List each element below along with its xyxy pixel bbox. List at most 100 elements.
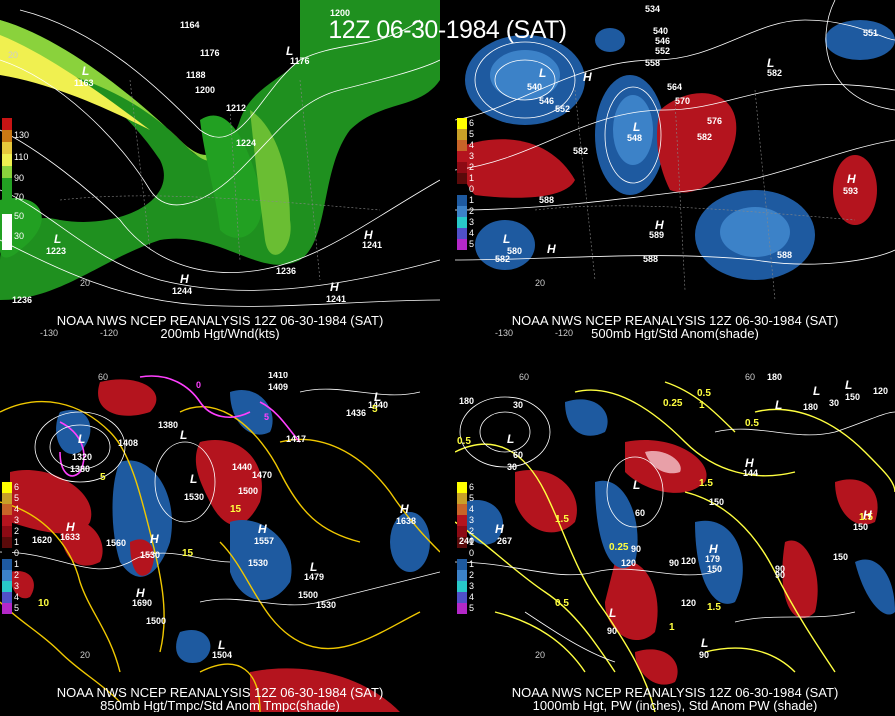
- pw-label: 1.5: [859, 512, 873, 523]
- contour-label: 1440: [232, 462, 253, 472]
- low-marker: L: [633, 478, 641, 492]
- contour-label: 1164: [180, 20, 200, 30]
- pw-label: 0.25: [609, 542, 629, 553]
- panel-caption: NOAA NWS NCEP REANALYSIS 12Z 06-30-1984 …: [511, 313, 839, 328]
- contour-label: 90: [699, 650, 710, 660]
- contour-label: 1530: [316, 600, 337, 610]
- legend-label: 1: [14, 559, 20, 569]
- contour-label: 540: [527, 82, 543, 92]
- legend-label: 3: [14, 581, 20, 591]
- low-marker: L: [503, 232, 511, 246]
- contour-label: 1633: [60, 532, 81, 542]
- contour-label: 1408: [118, 438, 139, 448]
- latitude-label: 20: [80, 278, 91, 288]
- longitude-label: -120: [100, 328, 119, 338]
- legend-label: 6: [469, 482, 475, 492]
- contour-label: 540: [653, 26, 669, 36]
- legend-label: 5: [469, 129, 475, 139]
- legend-label: 3: [469, 581, 475, 591]
- contour-label: 120: [681, 598, 697, 608]
- low-marker: L: [78, 432, 86, 446]
- anomaly-legend: [2, 482, 14, 614]
- contour-label: 1176: [200, 48, 220, 58]
- legend-label: 5: [14, 493, 20, 503]
- high-marker: H: [364, 228, 373, 242]
- low-marker: L: [54, 232, 62, 246]
- longitude-label: -130: [495, 328, 514, 338]
- panel-caption: NOAA NWS NCEP REANALYSIS 12Z 06-30-1984 …: [56, 685, 384, 700]
- contour-label: 180: [803, 402, 819, 412]
- legend-label: 1: [469, 537, 475, 547]
- contour-label: 150: [853, 522, 869, 532]
- legend-label: 110: [14, 152, 29, 162]
- legend-label: 3: [469, 151, 475, 161]
- latitude-label: 20: [80, 650, 91, 660]
- legend-label: 2: [469, 526, 475, 536]
- legend-label: 6: [469, 118, 475, 128]
- legend-label: 1: [469, 195, 475, 205]
- contour-label: 180: [459, 396, 475, 406]
- contour-label: 150: [709, 497, 725, 507]
- low-marker: L: [374, 390, 382, 404]
- legend-label: 3: [14, 515, 20, 525]
- contour-label: 1479: [304, 572, 325, 582]
- legend-label: 4: [469, 504, 475, 514]
- low-marker: L: [775, 398, 783, 412]
- contour-label: 180: [767, 372, 783, 382]
- contour-label: 1236: [276, 266, 297, 276]
- contour-label: 551: [863, 28, 879, 38]
- legend-label: 6: [14, 482, 20, 492]
- low-marker: L: [701, 636, 709, 650]
- anomaly-legend: [457, 482, 469, 614]
- contour-label: 1690: [132, 598, 153, 608]
- high-marker: H: [655, 218, 664, 232]
- temperature-label: 15: [230, 504, 242, 515]
- high-marker: H: [745, 456, 754, 470]
- latitude-label: 20: [8, 50, 19, 60]
- pw-label: 0.5: [745, 418, 759, 429]
- pw-label: 1.5: [707, 602, 721, 613]
- panel-subcaption: 1000mb Hgt, PW (inches), Std Anom PW (sh…: [532, 698, 818, 712]
- legend-label: 5: [469, 239, 475, 249]
- contour-label: 1212: [226, 103, 247, 113]
- anomaly-legend: [457, 118, 469, 250]
- contour-label: 90: [775, 564, 786, 574]
- high-marker: H: [330, 280, 339, 294]
- high-marker: H: [709, 542, 718, 556]
- legend-label: 1: [469, 173, 475, 183]
- legend-label: 2: [14, 570, 20, 580]
- contour-label: 150: [707, 564, 723, 574]
- low-marker: L: [190, 472, 198, 486]
- contour-label: 589: [649, 230, 665, 240]
- panel-caption: NOAA NWS NCEP REANALYSIS 12Z 06-30-1984 …: [511, 685, 839, 700]
- high-marker: H: [150, 532, 159, 546]
- contour-label: 1200: [330, 8, 351, 18]
- contour-label: 1410: [268, 372, 289, 380]
- low-marker: L: [286, 44, 294, 58]
- legend-label: 1: [14, 537, 20, 547]
- high-marker: H: [863, 508, 872, 522]
- contour-label: 593: [843, 186, 859, 196]
- legend-label: 0: [469, 548, 475, 558]
- pw-label: 1: [669, 622, 675, 633]
- contour-label: 1236: [12, 295, 33, 305]
- high-marker: H: [495, 522, 504, 536]
- contour-label: 576: [707, 116, 723, 126]
- contour-label: 1224: [236, 138, 257, 148]
- contour-label: 582: [495, 254, 511, 264]
- panel-caption: NOAA NWS NCEP REANALYSIS 12Z 06-30-1984 …: [56, 313, 384, 328]
- contour-label: 1470: [252, 470, 273, 480]
- pw-label: 1.5: [555, 514, 569, 525]
- legend-label: 5: [14, 603, 20, 613]
- contour-label: 1620: [32, 535, 53, 545]
- contour-label: 534: [645, 4, 661, 14]
- contour-label: 90: [775, 570, 786, 580]
- latitude-label: 20: [535, 278, 546, 288]
- contour-label: 30: [507, 462, 518, 472]
- contour-label: 1417: [286, 434, 307, 444]
- map-1000mb: [455, 381, 895, 712]
- contour-label: 240: [459, 536, 475, 546]
- contour-label: 60: [513, 450, 524, 460]
- contour-label: 120: [873, 386, 889, 396]
- legend-label: 0: [469, 184, 475, 194]
